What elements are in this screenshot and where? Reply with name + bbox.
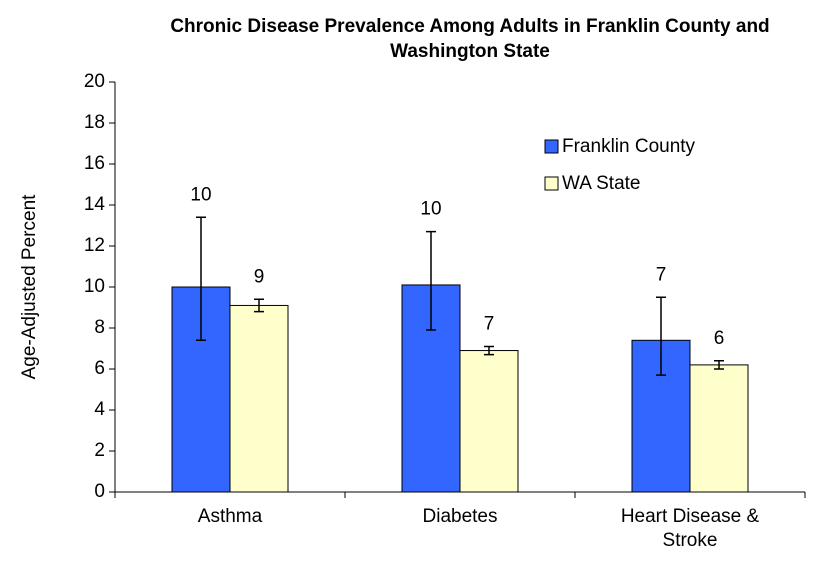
legend-swatch [544,139,559,154]
error-bar [656,296,666,376]
data-label: 7 [484,313,495,334]
y-tick-label: 14 [84,194,106,215]
error-bar [484,345,494,356]
y-tick-label: 10 [84,276,105,297]
error-bar [196,216,206,342]
bar [459,350,519,493]
y-tick-label: 16 [84,153,105,174]
y-tick-label: 12 [84,235,105,256]
data-label: 9 [254,266,265,287]
legend-label: WA State [562,173,641,194]
data-label: 10 [190,184,211,205]
y-tick-label: 8 [94,317,105,338]
bar [689,364,749,493]
x-tick-label: Heart Disease & Stroke [620,506,760,551]
data-label: 10 [420,199,441,220]
legend-swatch [544,176,559,191]
data-label: 6 [714,328,725,349]
x-tick-label: Diabetes [422,506,498,527]
y-tick-label: 2 [94,440,105,461]
y-axis-label: Age-Adjusted Percent [19,194,40,380]
y-tick-label: 20 [84,71,105,92]
error-bar [254,298,264,313]
y-tick-label: 4 [94,399,105,420]
bar [229,304,289,493]
data-label: 7 [656,264,667,285]
y-tick-label: 0 [94,481,105,502]
chart-title: Chronic Disease Prevalence Among Adults … [170,16,770,62]
y-tick-label: 18 [84,112,105,133]
legend-label: Franklin County [562,136,696,157]
y-tick-label: 6 [94,358,105,379]
error-bar [426,230,436,331]
x-tick-label: Asthma [197,506,263,527]
error-bar [714,360,724,370]
